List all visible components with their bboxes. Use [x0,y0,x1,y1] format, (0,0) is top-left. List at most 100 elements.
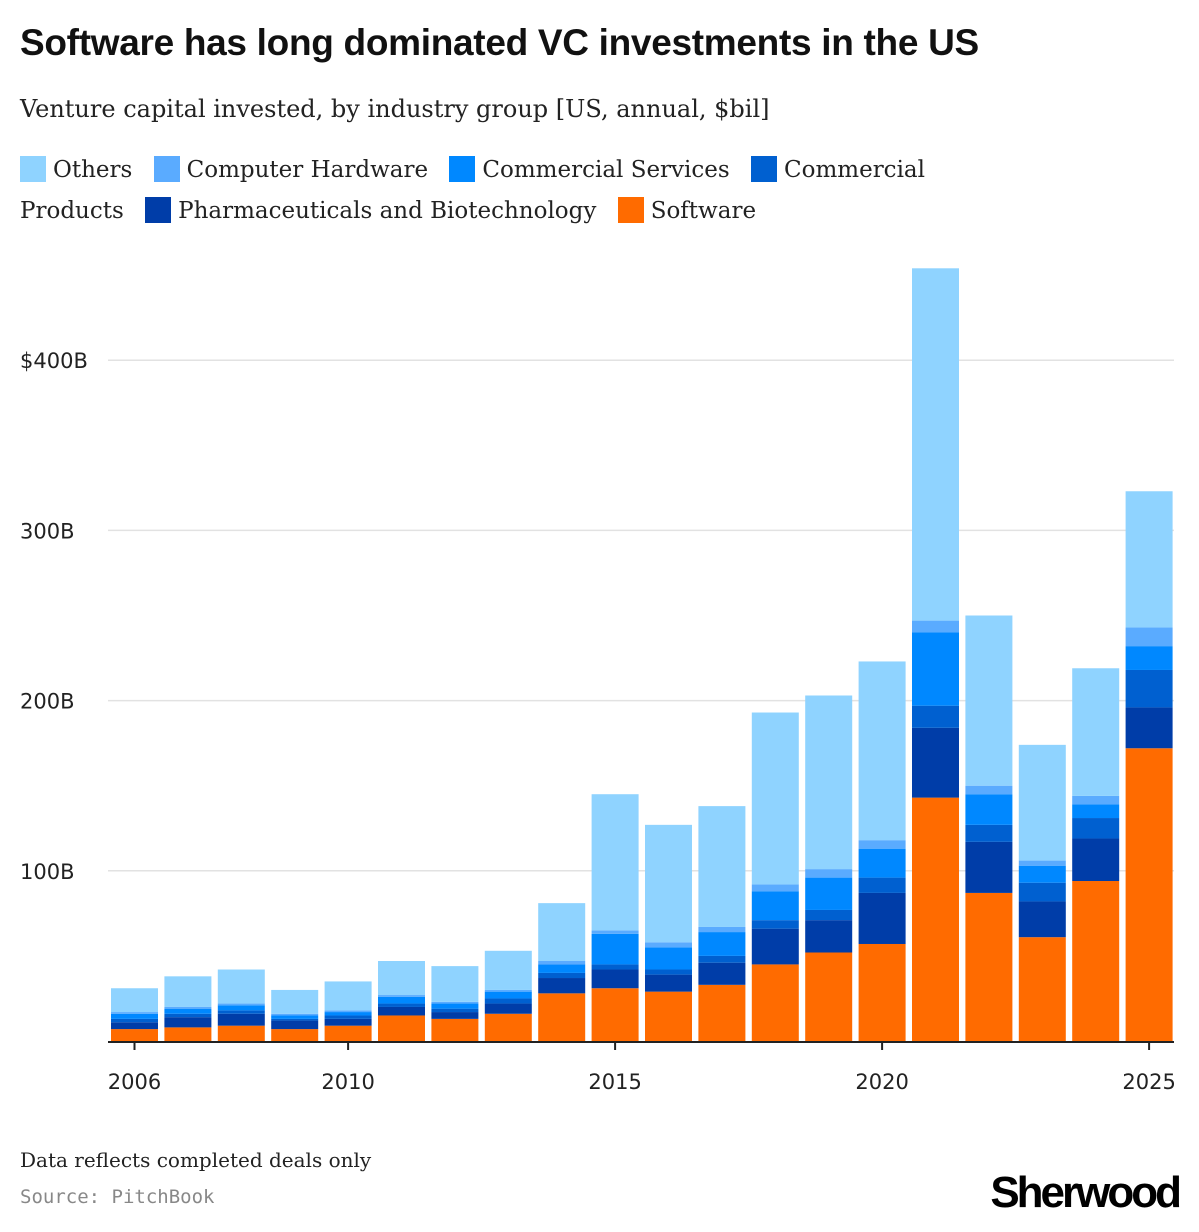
bar-segment-commercial-products-2020 [858,877,906,893]
bar-segment-pharmaceuticals-and-biotechnology-2017 [698,962,746,985]
bar-segment-others-2019 [805,695,853,870]
bar-segment-commercial-products-2009 [271,1018,319,1021]
bar-stack-2011 [378,961,425,1041]
legend-item-others: Others [20,156,133,183]
bar-segment-commercial-products-2025 [1125,669,1173,708]
chart-title: Software has long dominated VC investmen… [20,22,979,63]
bar-segment-software-2016 [645,991,692,1041]
bar-segment-computer-hardware-2016 [645,942,692,948]
bar-segment-computer-hardware-2010 [324,1010,372,1013]
legend-item-commercial-products: Commercial Products [20,156,925,224]
bar-stack-2009 [271,989,319,1041]
bar-stack-2008 [217,969,265,1041]
x-tick-label: 2020 [855,1070,908,1094]
gridlines [108,359,1174,872]
legend: Others Computer Hardware Commercial Serv… [20,150,1020,232]
bar-segment-others-2025 [1125,491,1173,628]
bar-segment-commercial-products-2011 [378,1003,425,1007]
bar-stack-2013 [484,950,532,1041]
y-tick-label: 100B [20,860,75,884]
bar-segment-pharmaceuticals-and-biotechnology-2021 [912,727,959,798]
bar-segment-software-2008 [217,1025,265,1041]
y-tick-label: $400B [20,349,88,373]
bar-stack-2012 [431,966,479,1041]
bar-segment-others-2018 [751,712,799,885]
bar-segment-pharmaceuticals-and-biotechnology-2010 [324,1018,372,1026]
bar-stack-2016 [645,824,692,1041]
bar-segment-commercial-products-2012 [431,1008,479,1013]
legend-item-commercial-services: Commercial Services [449,156,730,183]
bar-segment-commercial-services-2007 [164,1008,212,1014]
bar-segment-others-2013 [484,950,532,990]
legend-label: Pharmaceuticals and Biotechnology [178,198,597,224]
bar-segment-commercial-services-2013 [484,991,532,999]
bar-segment-commercial-services-2022 [965,794,1013,825]
bar-segment-software-2022 [965,892,1013,1041]
bar-segment-commercial-products-2014 [538,972,586,979]
bar-segment-computer-hardware-2024 [1072,795,1120,805]
bar-segment-pharmaceuticals-and-biotechnology-2019 [805,920,853,953]
bar-segment-software-2012 [431,1018,479,1041]
bar-segment-computer-hardware-2018 [751,884,799,892]
bar-segment-software-2011 [378,1015,425,1041]
bar-segment-software-2010 [324,1025,372,1041]
bar-segment-pharmaceuticals-and-biotechnology-2025 [1125,707,1173,749]
bar-segment-pharmaceuticals-and-biotechnology-2006 [111,1022,158,1030]
bar-stack-2014 [538,903,586,1041]
bar-stack-2018 [751,712,799,1041]
bar-segment-computer-hardware-2017 [698,926,746,933]
bar-segment-computer-hardware-2014 [538,961,586,965]
bar-segment-commercial-services-2020 [858,848,906,878]
bar-segment-pharmaceuticals-and-biotechnology-2007 [164,1017,212,1028]
bar-segment-commercial-services-2008 [217,1005,265,1011]
bar-segment-computer-hardware-2019 [805,869,853,878]
bar-segment-commercial-products-2021 [912,705,959,728]
bar-segment-software-2017 [698,984,746,1041]
bar-segment-computer-hardware-2025 [1125,627,1173,647]
chart-subtitle: Venture capital invested, by industry gr… [20,95,770,123]
bar-segment-commercial-services-2009 [271,1015,319,1019]
bar-segment-commercial-products-2017 [698,955,746,963]
bar-segment-commercial-products-2007 [164,1013,212,1018]
bar-stack-2017 [698,806,746,1041]
legend-label: Commercial Products [20,157,925,224]
bar-segment-software-2009 [271,1029,319,1041]
bar-segment-software-2019 [805,952,853,1041]
bar-segment-pharmaceuticals-and-biotechnology-2012 [431,1012,479,1019]
legend-label: Software [650,198,757,224]
legend-label: Others [53,157,133,183]
bar-segment-commercial-products-2006 [111,1018,158,1023]
bar-segment-commercial-products-2018 [751,920,799,929]
bar-segment-commercial-services-2016 [645,947,692,970]
bar-stack-2023 [1018,744,1066,1041]
bar-segment-computer-hardware-2021 [912,620,959,633]
x-tick-label: 2025 [1122,1070,1175,1094]
bar-segment-commercial-services-2010 [324,1012,372,1016]
legend-swatch [145,197,172,223]
bar-segment-others-2006 [111,988,158,1013]
bar-segment-computer-hardware-2013 [484,989,532,992]
bar-stack-2024 [1072,668,1120,1041]
bar-segment-commercial-products-2015 [591,964,639,970]
bar-segment-computer-hardware-2008 [217,1003,265,1006]
bar-segment-others-2022 [965,615,1013,786]
legend-item-software: Software [617,197,757,224]
legend-label: Computer Hardware [186,157,429,183]
y-tick-label: 300B [20,519,75,543]
bar-segment-others-2014 [538,903,586,962]
bar-segment-commercial-products-2019 [805,909,853,921]
bars [111,268,1173,1041]
bar-segment-commercial-services-2012 [431,1003,479,1009]
bar-segment-commercial-products-2013 [484,998,532,1004]
bar-stack-2010 [324,981,372,1041]
bar-segment-commercial-services-2011 [378,996,425,1004]
bar-segment-commercial-services-2019 [805,877,853,910]
bar-segment-others-2008 [217,969,265,1004]
brand-logo: Sherwood [990,1168,1182,1217]
bar-segment-pharmaceuticals-and-biotechnology-2013 [484,1003,532,1014]
bar-segment-computer-hardware-2006 [111,1012,158,1014]
bar-segment-others-2017 [698,806,746,927]
bar-segment-commercial-services-2006 [111,1013,158,1019]
legend-swatch [153,156,180,182]
bar-segment-pharmaceuticals-and-biotechnology-2020 [858,892,906,944]
